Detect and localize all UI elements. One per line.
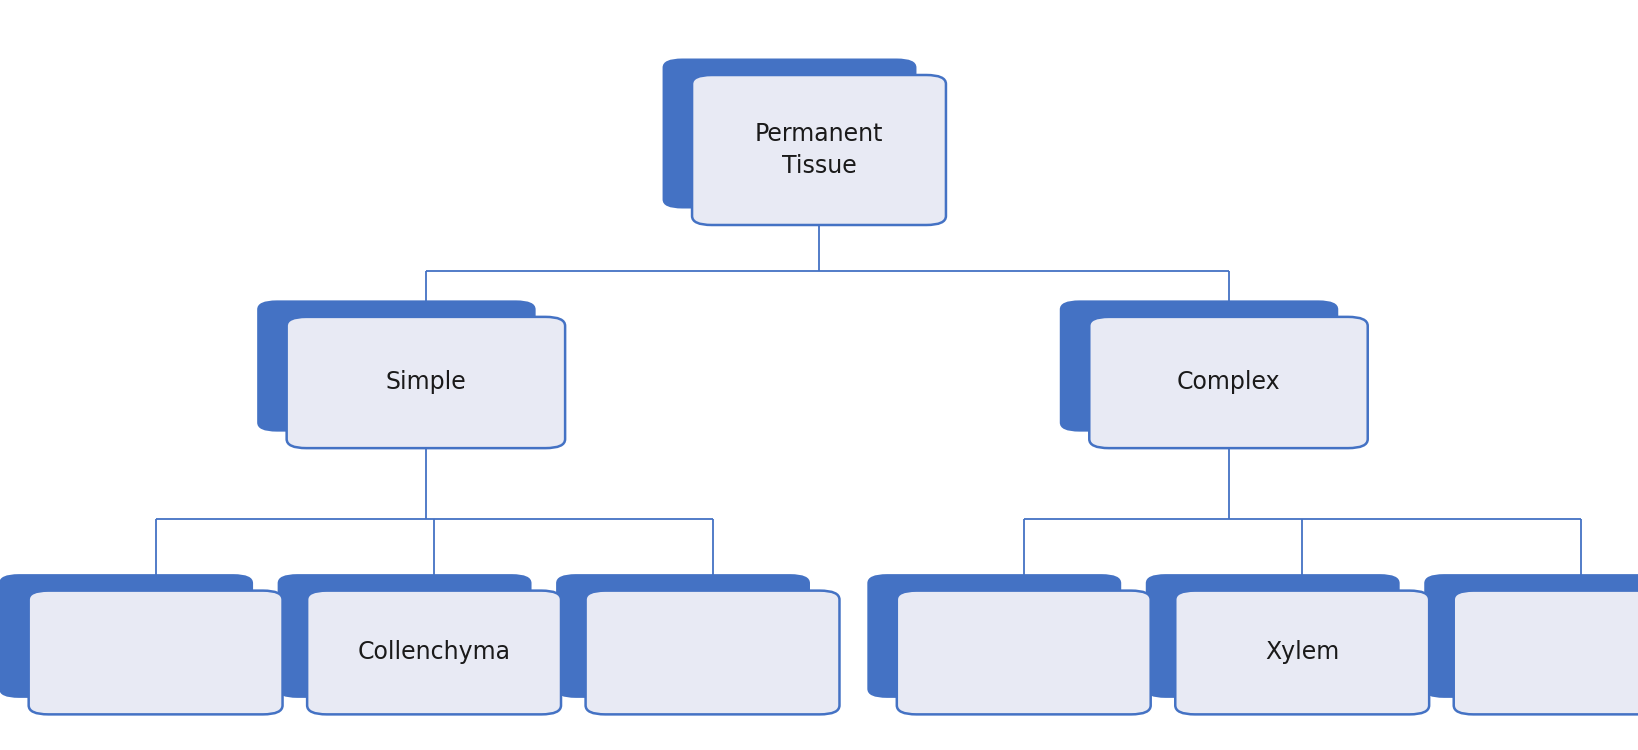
FancyBboxPatch shape — [1423, 574, 1638, 698]
FancyBboxPatch shape — [585, 591, 839, 714]
FancyBboxPatch shape — [278, 574, 531, 698]
FancyBboxPatch shape — [257, 301, 536, 432]
FancyBboxPatch shape — [308, 591, 562, 714]
FancyBboxPatch shape — [898, 591, 1150, 714]
FancyBboxPatch shape — [1089, 317, 1368, 448]
FancyBboxPatch shape — [1455, 591, 1638, 714]
FancyBboxPatch shape — [1060, 301, 1338, 432]
FancyBboxPatch shape — [29, 591, 282, 714]
Text: Xylem: Xylem — [1265, 640, 1340, 664]
FancyBboxPatch shape — [287, 317, 565, 448]
FancyBboxPatch shape — [662, 58, 917, 208]
FancyBboxPatch shape — [1176, 591, 1430, 714]
Text: Simple: Simple — [385, 370, 467, 394]
Text: Collenchyma: Collenchyma — [357, 640, 511, 664]
FancyBboxPatch shape — [1147, 574, 1399, 698]
FancyBboxPatch shape — [557, 574, 809, 698]
FancyBboxPatch shape — [0, 574, 252, 698]
Text: Permanent
Tissue: Permanent Tissue — [755, 122, 883, 178]
Text: Complex: Complex — [1176, 370, 1281, 394]
FancyBboxPatch shape — [691, 75, 947, 225]
FancyBboxPatch shape — [868, 574, 1120, 698]
